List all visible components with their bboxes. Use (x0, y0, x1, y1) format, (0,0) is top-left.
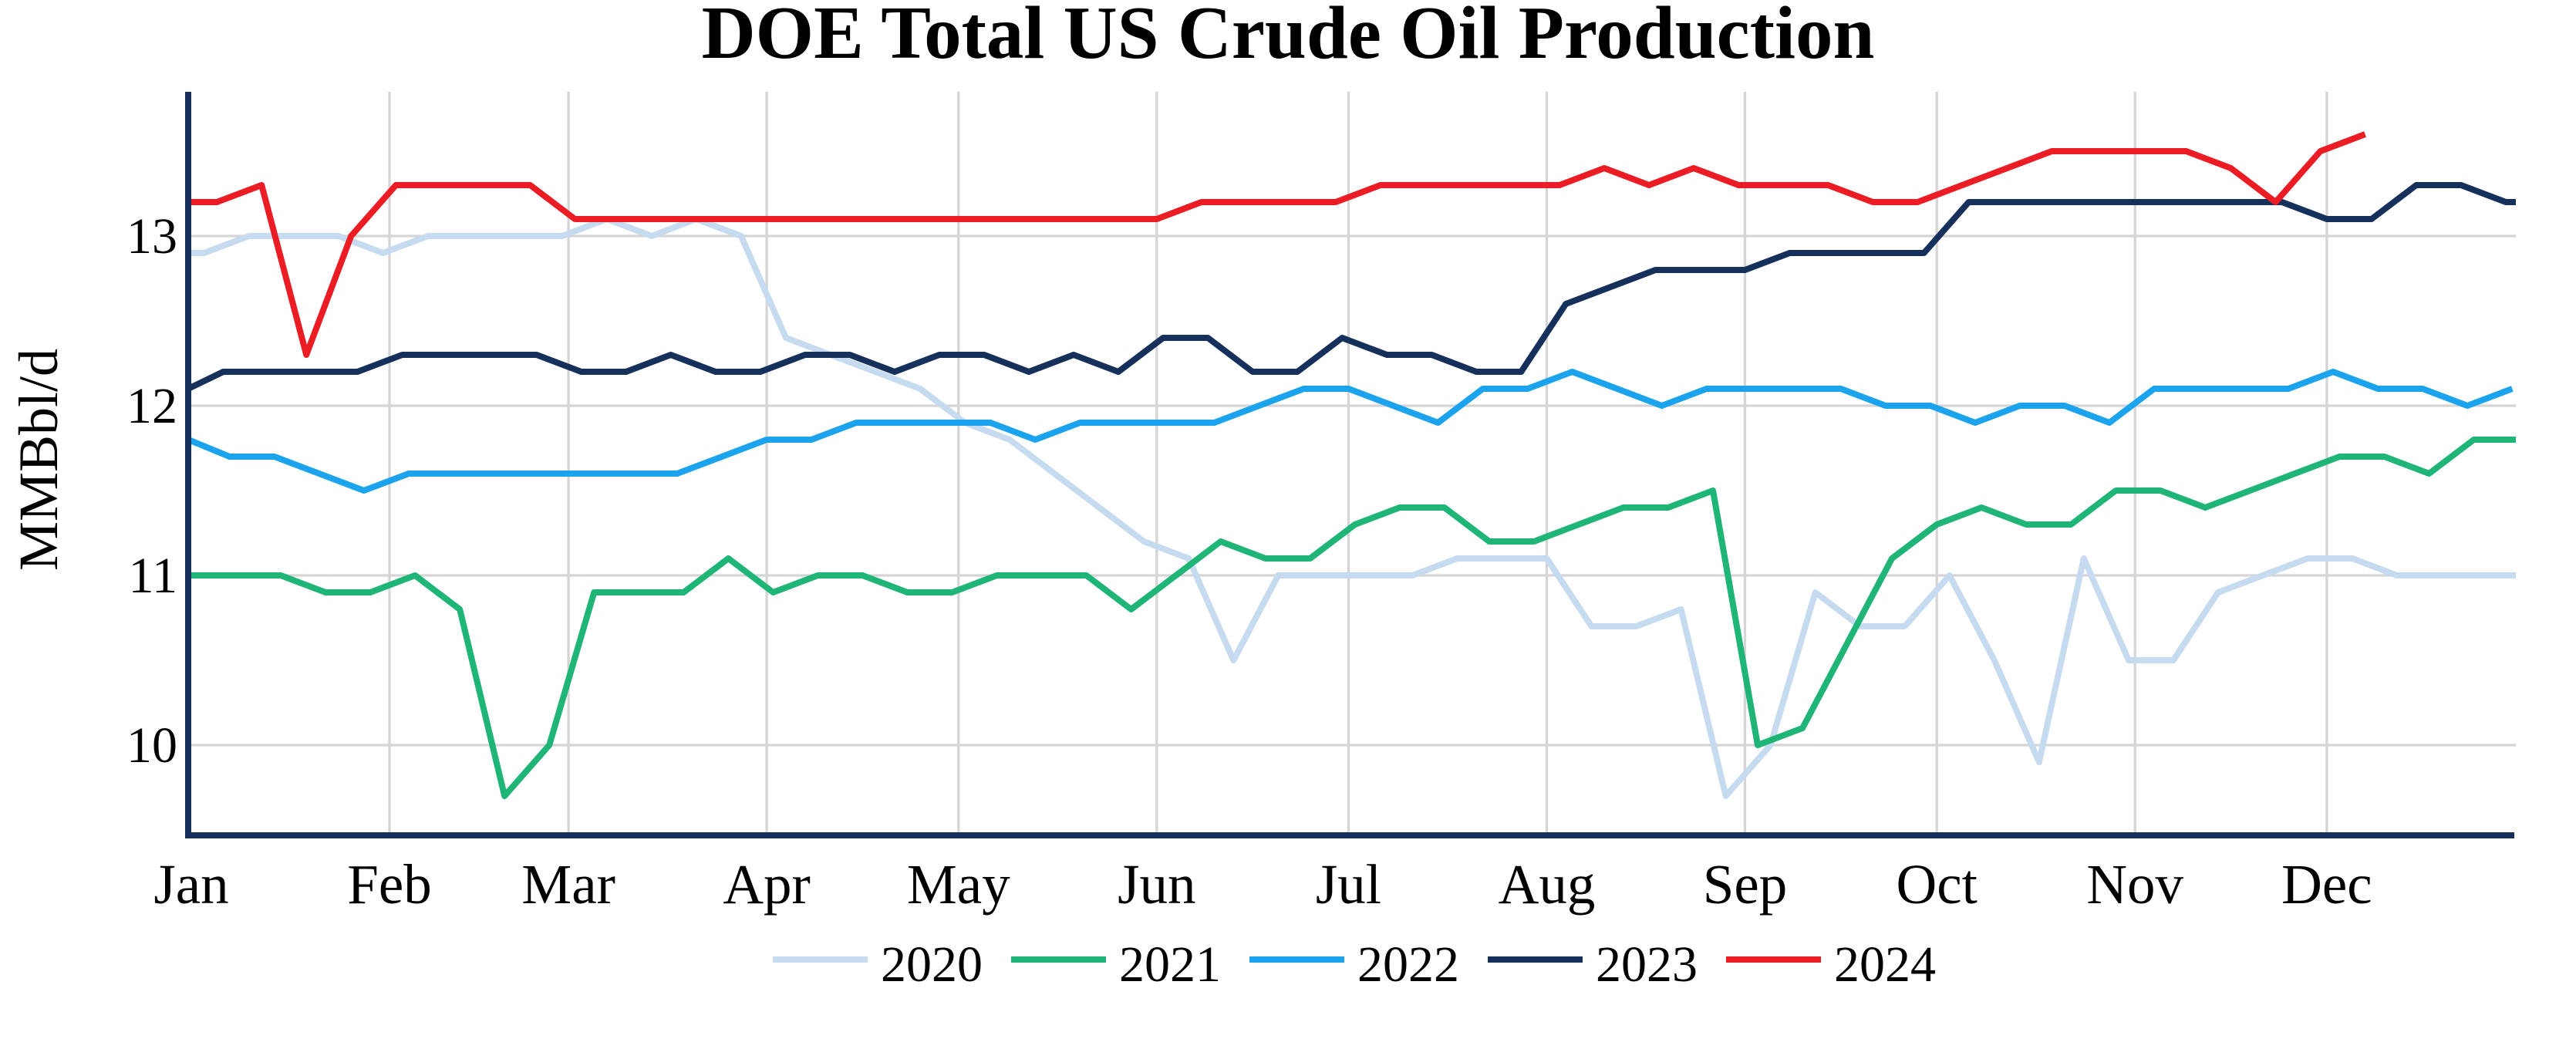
svg-text:May: May (907, 853, 1010, 916)
svg-text:Apr: Apr (723, 853, 811, 916)
svg-text:Sep: Sep (1703, 853, 1788, 916)
svg-text:Mar: Mar (521, 853, 615, 916)
svg-text:Dec: Dec (2281, 853, 2372, 916)
svg-text:Jan: Jan (153, 853, 228, 916)
svg-text:Oct: Oct (1896, 853, 1977, 916)
svg-text:Jun: Jun (1118, 853, 1195, 916)
svg-text:10: 10 (126, 717, 177, 774)
svg-text:2022: 2022 (1357, 936, 1459, 993)
svg-text:2021: 2021 (1119, 936, 1221, 993)
svg-text:2023: 2023 (1596, 936, 1698, 993)
svg-text:MMBbl/d: MMBbl/d (8, 349, 69, 571)
svg-text:11: 11 (128, 548, 177, 604)
svg-text:13: 13 (126, 208, 177, 265)
svg-text:2024: 2024 (1834, 936, 1936, 993)
svg-text:12: 12 (126, 378, 177, 434)
svg-text:2020: 2020 (881, 936, 983, 993)
svg-text:Jul: Jul (1316, 853, 1381, 916)
svg-text:DOE Total US Crude Oil Product: DOE Total US Crude Oil Production (702, 0, 1875, 74)
svg-text:Feb: Feb (347, 853, 432, 916)
svg-text:Aug: Aug (1499, 853, 1596, 916)
svg-text:Nov: Nov (2086, 853, 2183, 916)
